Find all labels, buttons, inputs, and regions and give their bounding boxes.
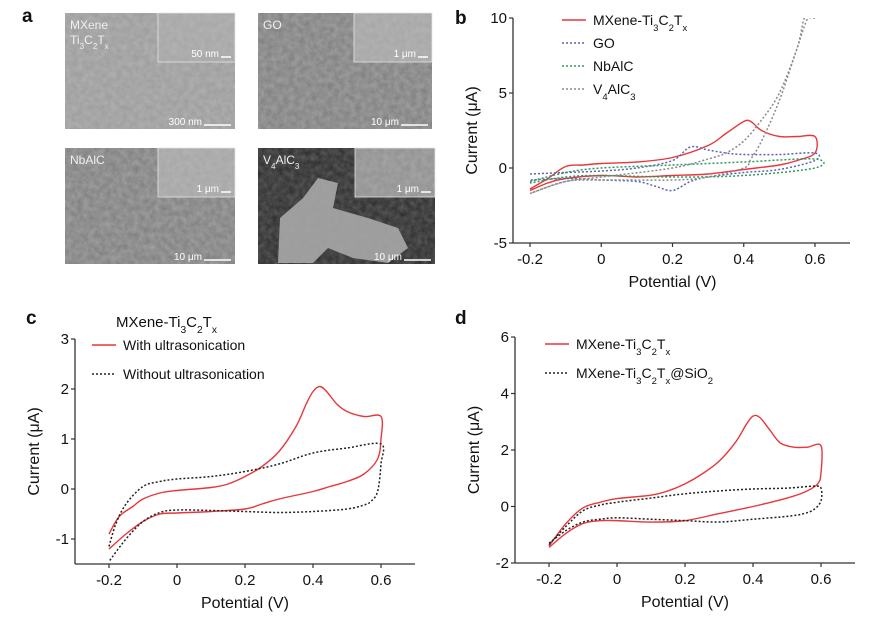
sem-label: V4AlC3 xyxy=(263,153,300,171)
x-tick-label: 0 xyxy=(613,571,621,588)
main-scale-label: 300 nm xyxy=(169,117,202,128)
legend-label: V4AlC3 xyxy=(593,81,636,103)
y-tick-label: 4 xyxy=(501,386,509,403)
x-tick-label: 0.6 xyxy=(371,572,392,589)
legend-label: With ultrasonication xyxy=(123,337,245,353)
sem-label: NbAlC xyxy=(70,153,105,167)
legend-label: Without ultrasonication xyxy=(123,366,265,382)
sem-inset-texture xyxy=(354,13,432,62)
series-line-nbalc xyxy=(529,158,825,184)
x-tick-label: -0.2 xyxy=(536,571,562,588)
y-tick-label: 2 xyxy=(501,442,509,459)
x-tick-label: -0.2 xyxy=(96,572,122,589)
inset-scale-label: 1 μm xyxy=(394,49,416,60)
x-tick-label: 0.4 xyxy=(733,251,754,268)
y-axis-title: Current (μA) xyxy=(26,407,43,495)
main-scale-label: 10 μm xyxy=(174,252,202,263)
inset-scale-label: 50 nm xyxy=(191,49,219,60)
legend-label: GO xyxy=(593,35,615,51)
series-line-v4alc3 xyxy=(529,18,816,195)
series-line-mxene-ti3c2tx xyxy=(529,119,818,192)
series-line-with-ultrasonication xyxy=(108,385,384,550)
main-scale-label: 10 μm xyxy=(371,117,399,128)
x-tick-label: 0.2 xyxy=(675,571,696,588)
legend-label: MXene-Ti3C2Tx xyxy=(593,12,687,34)
sem-image-nbalc: NbAlC 1 μm 10 μm xyxy=(65,147,236,264)
y-axis-title: Current (μA) xyxy=(464,86,481,174)
legend-label: MXene-Ti3C2Tx xyxy=(576,336,670,358)
chart-title: MXene-Ti3C2Tx xyxy=(116,314,217,336)
y-tick-label: 3 xyxy=(61,331,69,348)
x-tick-label: 0.4 xyxy=(303,572,324,589)
x-tick-label: 0 xyxy=(597,251,605,268)
y-tick-label: 0 xyxy=(499,160,507,177)
y-tick-label: 2 xyxy=(61,381,69,398)
y-tick-label: 0 xyxy=(501,499,509,516)
chart-b: -5 0 5 10 -0.2 0 0.2 0.4 0.6 Potential (V) Current… xyxy=(464,10,850,291)
y-tick-label: 0 xyxy=(61,481,69,498)
y-tick-label: 6 xyxy=(501,329,509,346)
x-tick-label: -0.2 xyxy=(517,251,543,268)
series-line-mxene-ti3c2tx xyxy=(548,414,823,549)
series-line-go xyxy=(529,145,821,192)
x-axis-title: Potential (V) xyxy=(201,595,289,612)
x-tick-label: 0 xyxy=(173,572,181,589)
panel-label-c: c xyxy=(26,308,37,329)
inset-scale-label: 1 μm xyxy=(197,184,219,195)
main-scale-label: 10 μm xyxy=(374,252,402,263)
sem-inset-texture xyxy=(158,13,235,62)
chart-d: -2 0 2 4 6 -0.2 0 0.2 0.4 0.6 Potential (V) Current… xyxy=(466,329,855,611)
x-tick-label: 0.2 xyxy=(662,251,683,268)
sem-label: GO xyxy=(263,18,282,32)
sem-inset-texture xyxy=(158,148,235,197)
panel-label-b: b xyxy=(455,8,467,29)
sem-label: MXene xyxy=(70,18,108,32)
x-tick-label: 0.4 xyxy=(743,571,764,588)
sem-particle xyxy=(278,178,408,263)
x-axis-title: Potential (V) xyxy=(641,594,729,611)
sem-label-formula: Ti3C2Tx xyxy=(70,33,109,51)
y-tick-label: -2 xyxy=(496,555,509,572)
y-tick-label: -5 xyxy=(494,235,507,252)
x-tick-label: 0.2 xyxy=(235,572,256,589)
x-axis-title: Potential (V) xyxy=(628,274,716,291)
sem-image-v4alc3: V4AlC3 1 μm 10 μm xyxy=(258,147,436,264)
x-tick-label: 0.6 xyxy=(811,571,832,588)
y-tick-label: -1 xyxy=(56,531,69,548)
x-tick-label: 0.6 xyxy=(805,251,826,268)
sem-inset-texture xyxy=(355,148,435,197)
sem-image-go: GO 1 μm 10 μm xyxy=(258,12,433,129)
y-tick-label: 1 xyxy=(61,431,69,448)
y-tick-label: 5 xyxy=(499,85,507,102)
y-axis-title: Current (μA) xyxy=(466,406,483,494)
panel-label-d: d xyxy=(455,308,467,329)
legend-label: NbAlC xyxy=(593,58,633,74)
legend-label: MXene-Ti3C2Tx@SiO2 xyxy=(576,365,713,387)
series-line-without-ultrasonication xyxy=(108,442,385,562)
inset-scale-label: 1 μm xyxy=(397,184,419,195)
panel-label-a: a xyxy=(22,6,33,27)
y-tick-label: 10 xyxy=(490,10,507,27)
chart-c: -1 0 1 2 3 -0.2 0 0.2 0.4 0.6 Potential (V) Current… xyxy=(26,314,415,612)
series-line-mxene-ti3c2tx-sio2 xyxy=(548,485,823,546)
